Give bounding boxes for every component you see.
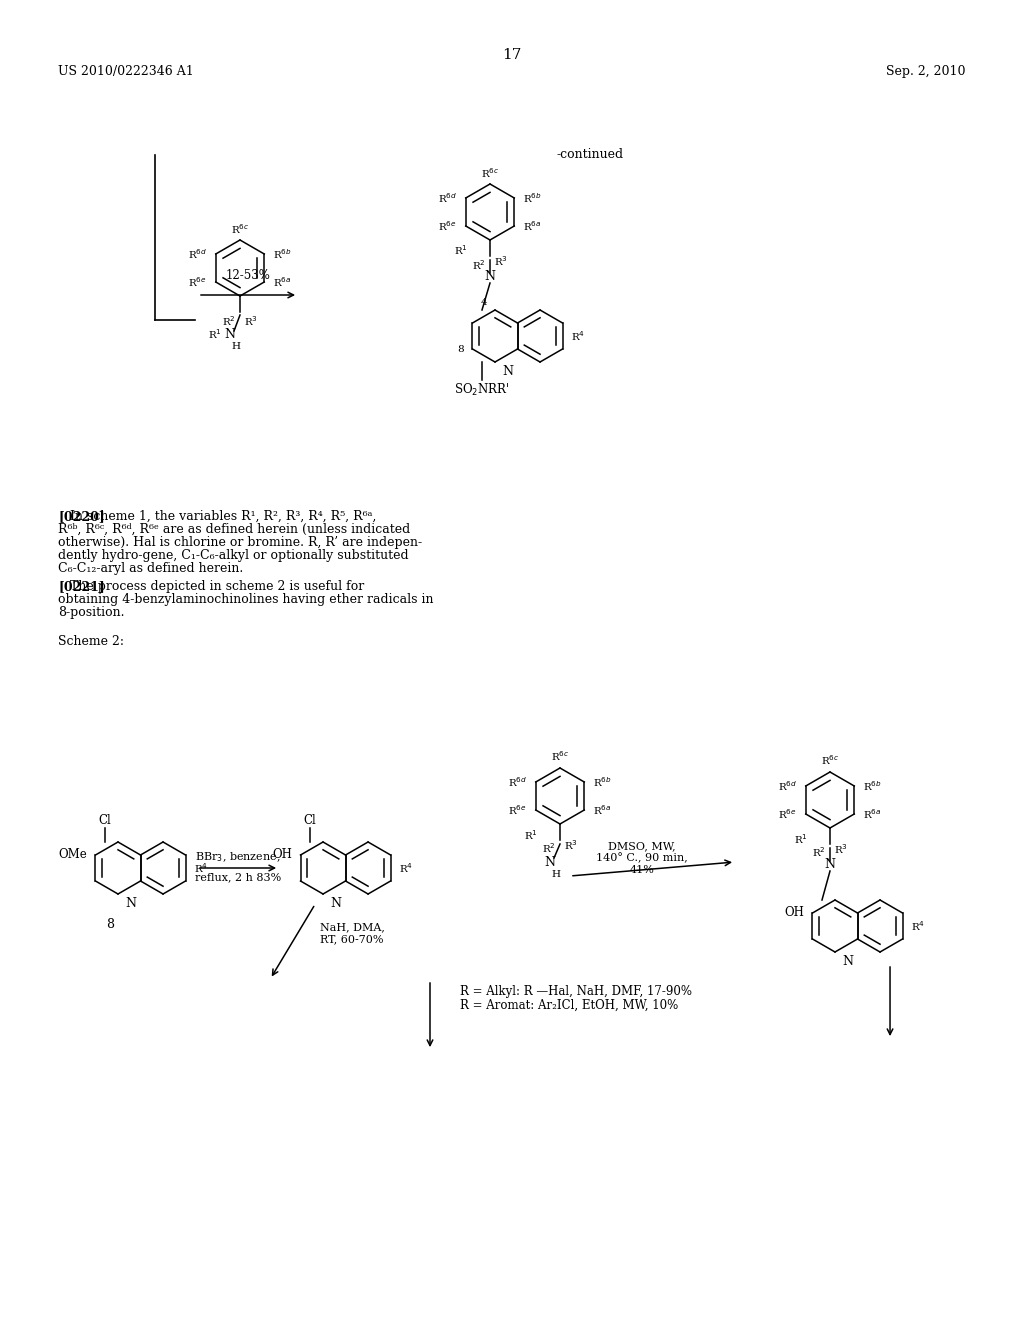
Text: DMSO, MW,: DMSO, MW,: [608, 841, 676, 851]
Text: R$^{1}$: R$^{1}$: [524, 828, 538, 842]
Text: 41%: 41%: [630, 865, 654, 875]
Text: 17: 17: [503, 48, 521, 62]
Text: R$^{6a}$: R$^{6a}$: [523, 219, 542, 232]
Text: 12-53%: 12-53%: [225, 269, 270, 282]
Text: R$^{6e}$: R$^{6e}$: [438, 219, 457, 232]
Text: OH: OH: [784, 907, 804, 920]
Text: R$^{2}$: R$^{2}$: [543, 841, 556, 855]
Text: US 2010/0222346 A1: US 2010/0222346 A1: [58, 65, 194, 78]
Text: R$^{6e}$: R$^{6e}$: [188, 275, 207, 289]
Text: R$^{6a}$: R$^{6a}$: [273, 275, 292, 289]
Text: N: N: [843, 954, 853, 968]
Text: N: N: [126, 898, 136, 909]
Text: Cl: Cl: [304, 814, 316, 828]
Text: R$^{6a}$: R$^{6a}$: [863, 807, 882, 821]
Text: R$^{1}$: R$^{1}$: [454, 243, 468, 257]
Text: The process depicted in scheme 2 is useful for: The process depicted in scheme 2 is usef…: [58, 579, 365, 593]
Text: BBr$_3$, benzene,: BBr$_3$, benzene,: [196, 850, 281, 865]
Text: -continued: -continued: [556, 148, 624, 161]
Text: obtaining 4-benzylaminochinolines having ether radicals in: obtaining 4-benzylaminochinolines having…: [58, 593, 433, 606]
Text: R = Alkyl: R —Hal, NaH, DMF, 17-90%: R = Alkyl: R —Hal, NaH, DMF, 17-90%: [460, 985, 692, 998]
Text: OMe: OMe: [58, 849, 87, 862]
Text: R$^{6c}$: R$^{6c}$: [821, 754, 840, 767]
Text: In scheme 1, the variables R¹, R², R³, R⁴, R⁵, R⁶ᵃ,: In scheme 1, the variables R¹, R², R³, R…: [58, 510, 377, 523]
Text: R$^{2}$: R$^{2}$: [222, 314, 236, 327]
Text: dently hydro-gene, C₁-C₆-alkyl or optionally substituted: dently hydro-gene, C₁-C₆-alkyl or option…: [58, 549, 409, 562]
Text: R$^{6e}$: R$^{6e}$: [778, 807, 797, 821]
Text: 4: 4: [480, 298, 487, 308]
Text: R$^{3}$: R$^{3}$: [834, 842, 848, 855]
Text: R$^{3}$: R$^{3}$: [564, 838, 578, 851]
Text: Scheme 2:: Scheme 2:: [58, 635, 124, 648]
Text: Sep. 2, 2010: Sep. 2, 2010: [887, 65, 966, 78]
Text: R$^{6a}$: R$^{6a}$: [593, 803, 611, 817]
Text: R$^4$: R$^4$: [399, 861, 413, 875]
Text: 8: 8: [106, 917, 115, 931]
Text: R$^{1}$: R$^{1}$: [794, 832, 808, 846]
Text: R$^{6e}$: R$^{6e}$: [508, 803, 527, 817]
Text: R = Aromat: Ar₂ICl, EtOH, MW, 10%: R = Aromat: Ar₂ICl, EtOH, MW, 10%: [460, 999, 678, 1012]
Text: N: N: [484, 269, 496, 282]
Text: SO$_2$NRR': SO$_2$NRR': [455, 381, 510, 399]
Text: R$^{6d}$: R$^{6d}$: [778, 779, 797, 793]
Text: R$^4$: R$^4$: [194, 861, 208, 875]
Text: R$^{1}$: R$^{1}$: [208, 327, 222, 341]
Text: R$^{6d}$: R$^{6d}$: [508, 775, 527, 789]
Text: R$^4$: R$^4$: [911, 919, 925, 933]
Text: R$^{6d}$: R$^{6d}$: [438, 191, 457, 205]
Text: R$^{6c}$: R$^{6c}$: [230, 222, 249, 236]
Text: N: N: [824, 858, 836, 870]
Text: R$^{6b}$: R$^{6b}$: [863, 779, 882, 793]
Text: 8: 8: [458, 345, 464, 354]
Text: OH: OH: [272, 849, 292, 862]
Text: R$^{3}$: R$^{3}$: [494, 253, 508, 268]
Text: R$^{6c}$: R$^{6c}$: [481, 166, 500, 180]
Text: NaH, DMA,: NaH, DMA,: [321, 921, 385, 932]
Text: H: H: [231, 342, 241, 351]
Text: RT, 60-70%: RT, 60-70%: [321, 935, 384, 944]
Text: 8-position.: 8-position.: [58, 606, 125, 619]
Text: H: H: [552, 870, 560, 879]
Text: R$^{6c}$: R$^{6c}$: [551, 750, 569, 763]
Text: C₆-C₁₂-aryl as defined herein.: C₆-C₁₂-aryl as defined herein.: [58, 562, 244, 576]
Text: R$^{3}$: R$^{3}$: [244, 314, 258, 327]
Text: reflux, 2 h 83%: reflux, 2 h 83%: [195, 873, 282, 882]
Text: Cl: Cl: [98, 814, 112, 828]
Text: 140° C., 90 min,: 140° C., 90 min,: [596, 853, 688, 863]
Text: N: N: [503, 366, 513, 378]
Text: [0221]: [0221]: [58, 579, 104, 593]
Text: R⁶ᵇ, R⁶ᶜ, R⁶ᵈ, R⁶ᵉ are as defined herein (unless indicated: R⁶ᵇ, R⁶ᶜ, R⁶ᵈ, R⁶ᵉ are as defined herein…: [58, 523, 411, 536]
Text: N: N: [224, 327, 236, 341]
Text: R$^{2}$: R$^{2}$: [812, 845, 826, 859]
Text: N: N: [545, 855, 555, 869]
Text: R$^{6b}$: R$^{6b}$: [593, 775, 611, 789]
Text: otherwise). Hal is chlorine or bromine. R, R’ are indepen-: otherwise). Hal is chlorine or bromine. …: [58, 536, 422, 549]
Text: R$^{2}$: R$^{2}$: [472, 257, 486, 272]
Text: [0220]: [0220]: [58, 510, 104, 523]
Text: R$^{6b}$: R$^{6b}$: [523, 191, 542, 205]
Text: R$^{6d}$: R$^{6d}$: [187, 247, 207, 261]
Text: R$^{6b}$: R$^{6b}$: [273, 247, 292, 261]
Text: N: N: [331, 898, 342, 909]
Text: R$^4$: R$^4$: [571, 329, 585, 343]
